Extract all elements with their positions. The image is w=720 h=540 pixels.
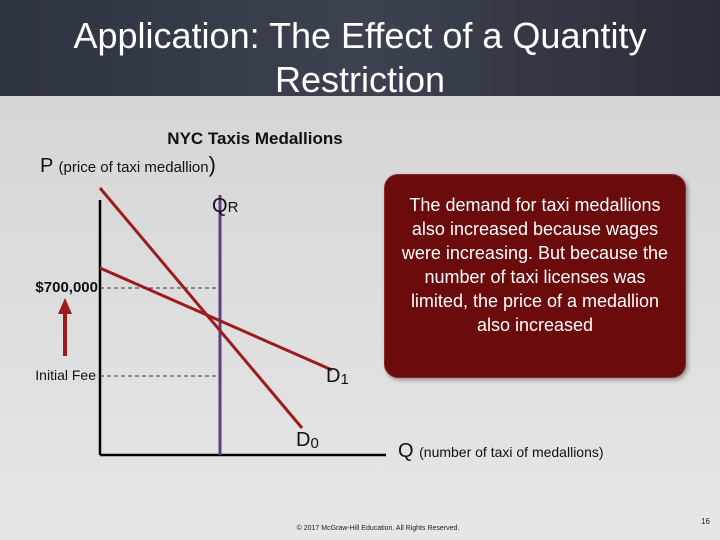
- callout: The demand for taxi medallions also incr…: [384, 174, 686, 378]
- arrow-head: [58, 298, 72, 314]
- y-axis-text: (price of taxi medallion: [59, 159, 209, 176]
- copyright: © 2017 McGraw-Hill Education. All Rights…: [297, 524, 460, 532]
- supply-label: QR: [212, 195, 239, 217]
- demand-new-sub: 1: [340, 371, 348, 388]
- price-low: Initial Fee: [35, 367, 96, 383]
- title-line: Application: The Effect of a Quantity: [73, 15, 646, 56]
- title-band: [0, 0, 720, 96]
- supply-sub: R: [228, 199, 239, 216]
- x-axis-symbol: Q: [398, 440, 414, 462]
- demand-new-label: D1: [326, 365, 349, 388]
- y-axis-paren: ): [209, 152, 216, 177]
- x-axis-text: (number of taxi of medallions): [419, 444, 603, 460]
- x-axis-label: Q (number of taxi of medallions): [398, 440, 604, 462]
- subtitle: NYC Taxis Medallions: [167, 129, 342, 148]
- y-axis-symbol: P: [40, 155, 53, 177]
- title: Application: The Effect of a Quantity Res…: [73, 15, 646, 100]
- demand-old-main: D: [296, 429, 310, 451]
- price-high: $700,000: [35, 279, 98, 296]
- title-line: Restriction: [275, 59, 445, 100]
- demand-old-sub: 0: [310, 435, 318, 452]
- demand-new-main: D: [326, 365, 340, 387]
- demand-old: [98, 187, 304, 429]
- supply-main: Q: [212, 195, 228, 217]
- y-axis-label: P (price of taxi medallion): [40, 152, 216, 177]
- page-number: 16: [701, 517, 710, 526]
- demand-new: [99, 266, 333, 372]
- demand-old-label: D0: [296, 429, 319, 452]
